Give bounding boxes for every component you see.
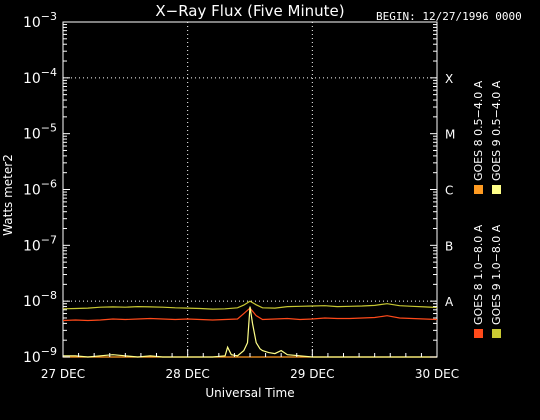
x-tick-label: 27 DEC [41, 367, 85, 381]
legend-swatch-goes8-long [474, 329, 483, 338]
legend-swatch-goes8-short [474, 185, 483, 194]
legend-label-goes8-long: GOES 8 1.0−8.0 A [472, 224, 485, 325]
begin-date: BEGIN: 12/27/1996 0000 [376, 10, 522, 23]
flare-class-label: X [445, 72, 453, 86]
series-line-2 [62, 300, 438, 310]
series-group [62, 300, 438, 358]
y-tick-label: 10−9 [23, 345, 57, 366]
legend-label-goes9-short: GOES 9 0.5−4.0 A [490, 80, 503, 181]
legend-goes8-short: GOES 8 0.5−4.0 A [472, 81, 485, 194]
x-tick-label: 30 DEC [415, 367, 459, 381]
legend-swatch-goes9-long [492, 329, 501, 338]
legend-goes9-short: GOES 9 0.5−4.0 A [490, 81, 503, 194]
y-tick-label: 10−4 [23, 66, 57, 87]
legend-goes8-long: GOES 8 1.0−8.0 A [472, 225, 485, 338]
x-tick-label: 29 DEC [290, 367, 334, 381]
legend-swatch-goes9-short [492, 185, 501, 194]
y-tick-label: 10−6 [23, 178, 57, 199]
chart-title: X−Ray Flux (Five Minute) [155, 2, 345, 20]
y-tick-label: 10−3 [23, 10, 57, 31]
series-line-3 [63, 306, 437, 358]
flare-class-label: B [445, 239, 453, 253]
flare-class-label: C [445, 184, 453, 198]
flare-class-axis: X M C B A [445, 72, 455, 309]
legend-label-goes9-long: GOES 9 1.0−8.0 A [490, 224, 503, 325]
x-axis: 27 DEC 28 DEC 29 DEC 30 DEC [41, 349, 459, 381]
legend-goes9-long: GOES 9 1.0−8.0 A [490, 225, 503, 338]
x-axis-label: Universal Time [205, 386, 295, 400]
x-tick-label: 28 DEC [166, 367, 210, 381]
y-axis-label: Watts meter2 [1, 154, 15, 236]
y-axis: 10−9 10−8 10−7 10−6 10−5 10−4 10−3 [23, 10, 437, 366]
legend-label-goes8-short: GOES 8 0.5−4.0 A [472, 80, 485, 181]
y-tick-label: 10−5 [23, 122, 57, 143]
y-tick-label: 10−7 [23, 233, 57, 254]
flare-class-label: M [445, 128, 455, 142]
flare-class-label: A [445, 295, 454, 309]
y-tick-label: 10−8 [23, 289, 57, 310]
